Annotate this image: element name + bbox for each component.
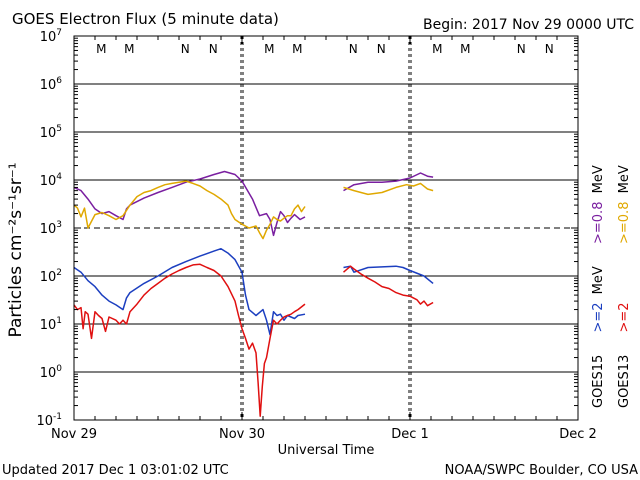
y-tick-base: 10 — [40, 318, 57, 333]
marker-n-3: N — [209, 42, 218, 56]
x-axis-ticks: Nov 29 Nov 30 Dec 1 Dec 2 — [51, 36, 597, 442]
marker-m-4: M — [264, 42, 274, 56]
marker-m-8: M — [432, 42, 442, 56]
marker-n-2: N — [181, 42, 190, 56]
series-goes13-2-mev-segment-1 — [343, 265, 434, 307]
marker-m-0: M — [96, 42, 106, 56]
y-tick-exponent: 7 — [56, 28, 62, 38]
svg-text:GOES13 >=2: GOES13 >=2 — [617, 302, 632, 408]
legend-goes15-ge2-unit: MeV — [591, 266, 606, 294]
y-tick-exponent: -1 — [53, 412, 62, 422]
y-tick-label-3: 104 — [40, 172, 63, 189]
x-tick-label-1: Nov 30 — [219, 427, 265, 442]
y-tick-exponent: 1 — [56, 316, 62, 326]
legend-goes15: GOES15 — [591, 355, 606, 408]
svg-text:GOES15 >=2 MeV: GOES15 >=2 MeV — [591, 266, 606, 408]
series-goes15-0-8-mev-segment-1 — [343, 172, 434, 192]
y-tick-exponent: 3 — [56, 220, 62, 230]
legend-goes13-ge2: >=2 — [617, 302, 632, 332]
updated-timestamp: Updated 2017 Dec 1 03:01:02 UTC — [2, 463, 229, 478]
y-tick-exponent: 5 — [56, 124, 62, 134]
x-tick-label-2: Dec 1 — [391, 427, 429, 442]
y-tick-label-7: 100 — [40, 364, 63, 381]
y-tick-base: 10 — [40, 126, 57, 141]
marker-n-10: N — [517, 42, 526, 56]
y-tick-label-4: 103 — [40, 220, 62, 237]
y-tick-label-6: 101 — [40, 316, 62, 333]
series-goes13-2-mev-segment-0 — [73, 263, 306, 417]
x-tick-label-3: Dec 2 — [559, 427, 597, 442]
begin-date: Begin: 2017 Nov 29 0000 UTC — [423, 17, 634, 33]
y-axis-label: Particles cm⁻²s⁻¹sr⁻¹ — [6, 162, 26, 337]
series-goes15-0-8-mev-segment-0 — [73, 170, 306, 237]
marker-m-5: M — [292, 42, 302, 56]
svg-text:>=0.8 MeV: >=0.8 MeV — [617, 165, 632, 244]
series-goes15-2-mev-segment-0 — [73, 247, 306, 336]
marker-m-9: M — [460, 42, 470, 56]
y-tick-exponent: 6 — [56, 76, 62, 86]
y-tick-label-2: 105 — [40, 124, 62, 141]
y-tick-label-5: 102 — [40, 268, 62, 285]
legend-goes13-ge08: >=0.8 — [617, 202, 632, 244]
y-tick-base: 10 — [40, 366, 57, 381]
y-tick-base: 10 — [40, 270, 57, 285]
y-tick-base: 10 — [40, 30, 57, 45]
source-credit: NOAA/SWPC Boulder, CO USA — [445, 463, 638, 478]
series-layer — [73, 170, 434, 417]
y-tick-label-0: 107 — [40, 28, 62, 45]
marker-m-1: M — [124, 42, 134, 56]
y-tick-exponent: 0 — [56, 364, 62, 374]
marker-n-7: N — [377, 42, 386, 56]
legend-goes13: GOES13 — [617, 355, 632, 408]
x-axis-label: Universal Time — [278, 443, 375, 458]
marker-n-11: N — [545, 42, 554, 56]
series-goes13-0-8-mev-segment-1 — [343, 182, 434, 196]
legend-goes15-ge2: >=2 — [591, 302, 606, 332]
y-tick-base: 10 — [40, 78, 57, 93]
y-tick-base: 10 — [36, 414, 53, 429]
y-tick-label-1: 106 — [40, 76, 63, 93]
y-tick-base: 10 — [40, 174, 57, 189]
marker-n-6: N — [349, 42, 358, 56]
legend-goes15-unit: MeV — [591, 165, 606, 193]
y-tick-label-8: 10-1 — [36, 412, 62, 429]
y-tick-base: 10 — [40, 222, 57, 237]
legend-goes13-unit: MeV — [617, 165, 632, 193]
legend-goes15-ge08: >=0.8 — [591, 202, 606, 244]
y-tick-exponent: 2 — [56, 268, 62, 278]
day-divider-lines — [240, 36, 412, 420]
svg-text:>=0.8 MeV: >=0.8 MeV — [591, 165, 606, 244]
x-tick-label-0: Nov 29 — [51, 427, 97, 442]
chart-title: GOES Electron Flux (5 minute data) — [12, 10, 279, 28]
legend: GOES15 >=2 MeV >=0.8 MeV GOES13 >=2 >=0.… — [591, 165, 632, 408]
series-goes15-2-mev-segment-1 — [343, 265, 434, 284]
y-tick-exponent: 4 — [56, 172, 62, 182]
series-goes13-0-8-mev-segment-0 — [73, 180, 306, 240]
